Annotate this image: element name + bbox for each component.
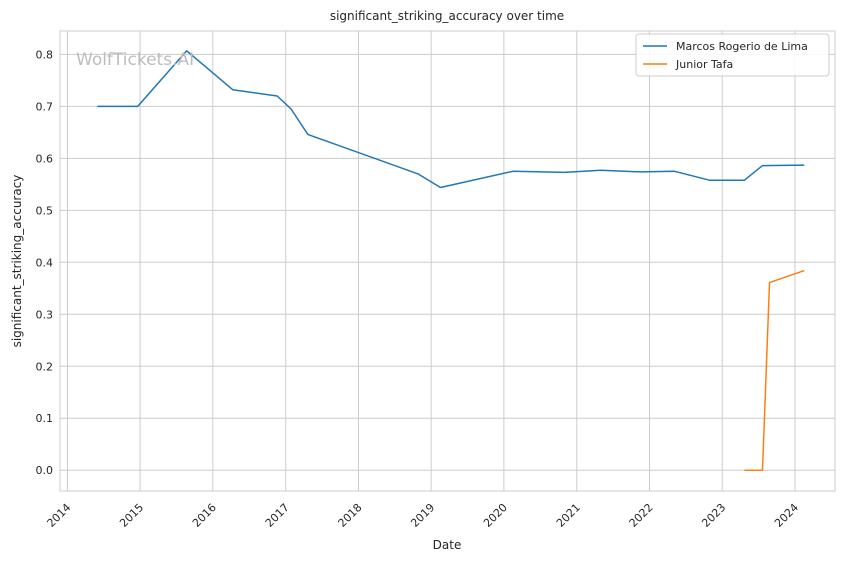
y-tick-label: 0.7 — [36, 100, 54, 113]
plot-frame — [59, 30, 836, 492]
x-axis-label: Date — [433, 538, 462, 552]
watermark: WolfTickets.AI — [76, 50, 194, 70]
y-axis-label: significant_striking_accuracy — [10, 175, 24, 348]
y-tick-label: 0.3 — [36, 308, 54, 321]
legend: Marcos Rogerio de Lima Junior Tafa — [635, 33, 830, 77]
y-tick-label: 0.8 — [36, 48, 54, 61]
y-tick-label: 0.4 — [36, 256, 54, 269]
series-line-1 — [744, 269, 805, 471]
y-tick-label: 0.0 — [36, 464, 54, 477]
legend-label-tafa: Junior Tafa — [675, 58, 733, 71]
y-tick-label: 0.2 — [36, 360, 54, 373]
y-tick-label: 0.1 — [36, 412, 54, 425]
legend-box — [635, 33, 830, 77]
series-line-0 — [97, 50, 805, 189]
y-tick-label: 0.6 — [36, 152, 54, 165]
legend-label-marcos: Marcos Rogerio de Lima — [676, 40, 808, 53]
y-tick-label: 0.5 — [36, 204, 54, 217]
chart-title: significant_striking_accuracy over time — [330, 9, 564, 23]
gridlines — [60, 31, 835, 491]
series-lines — [97, 50, 805, 471]
